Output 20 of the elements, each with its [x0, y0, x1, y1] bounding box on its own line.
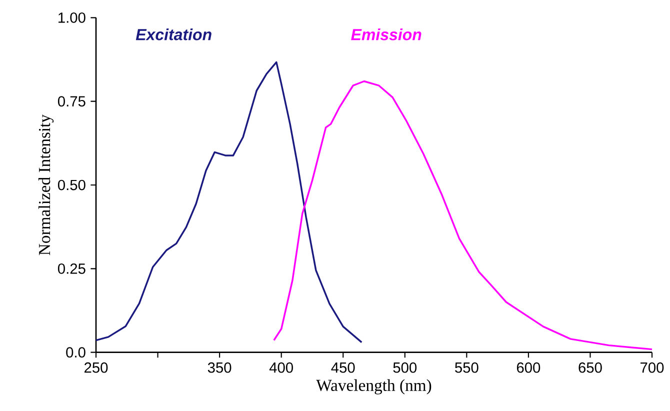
- x-tick-label: 600: [516, 362, 540, 373]
- y-tick-label: 0.0: [66, 347, 86, 358]
- x-tick-label: 500: [393, 362, 417, 373]
- x-tick-label: 250: [84, 362, 108, 373]
- line-series: [95, 61, 363, 344]
- y-tick-label: 0.25: [58, 263, 86, 274]
- x-tick-label: 350: [208, 362, 232, 373]
- y-tick-label: 0.50: [58, 180, 86, 190]
- y-tick-label: 1.00: [58, 12, 86, 23]
- y-tick-label: 0.75: [58, 96, 86, 107]
- y-axis-title: Normalized Intensity: [38, 114, 54, 256]
- text: Excitation: [136, 28, 212, 40]
- x-tick-label: 700: [640, 362, 664, 373]
- x-tick-label: 650: [578, 362, 602, 373]
- x-tick-label: 450: [331, 362, 355, 373]
- text: Emission: [351, 28, 422, 40]
- x-axis-title: Wavelength (nm): [316, 379, 432, 394]
- line-series: [273, 80, 653, 350]
- x-tick-label: 400: [269, 362, 293, 373]
- x-tick-label: 550: [455, 362, 478, 373]
